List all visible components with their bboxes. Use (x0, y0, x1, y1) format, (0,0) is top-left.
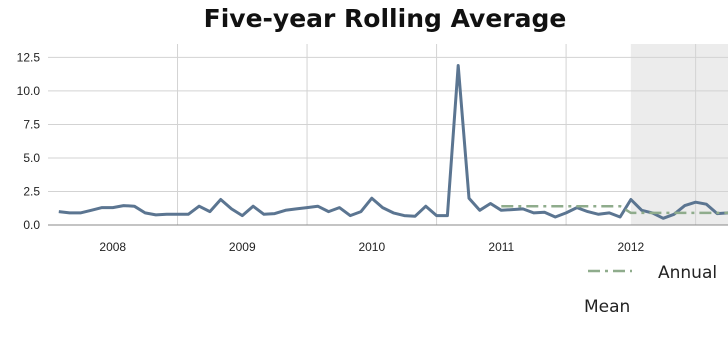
x-tick-label: 2008 (99, 240, 126, 254)
y-tick-label: 10.0 (17, 84, 41, 98)
y-tick-label: 12.5 (17, 50, 41, 64)
annual-mean-line (501, 204, 728, 215)
chart-title: Five-year Rolling Average (203, 4, 567, 33)
highlight-band (630, 44, 728, 225)
x-tick-label: 2010 (358, 240, 385, 254)
y-tick-label: 7.5 (23, 117, 40, 131)
y-tick-label: 0.0 (23, 218, 40, 232)
legend-label-line2: Mean (584, 297, 630, 317)
x-tick-label: 2009 (229, 240, 256, 254)
series-0-line (58, 64, 728, 220)
legend-label-line1: Annual (658, 263, 717, 283)
x-tick-label: 2011 (488, 240, 514, 254)
x-tick-label: 2012 (618, 240, 645, 254)
y-tick-label: 5.0 (23, 151, 40, 165)
y-tick-label: 2.5 (23, 184, 40, 198)
